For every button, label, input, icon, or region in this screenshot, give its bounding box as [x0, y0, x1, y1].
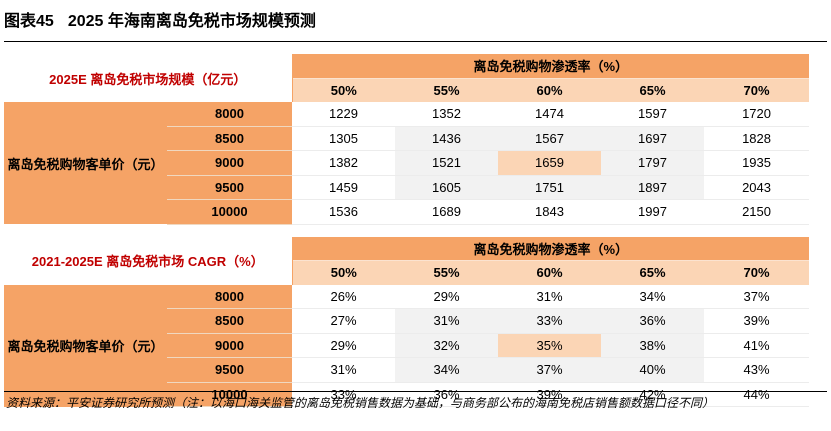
value-cell: 1935	[704, 150, 810, 176]
table-row: 9000 29% 32% 35% 38% 41%	[4, 333, 810, 358]
value-cell: 1659	[498, 150, 602, 176]
price-cell: 8500	[167, 126, 293, 151]
price-cell: 9000	[167, 150, 293, 176]
value-cell: 37%	[498, 357, 602, 383]
value-cell: 36%	[395, 382, 499, 407]
table-row: 8500 1305 1436 1567 1697 1828	[4, 126, 810, 151]
value-cell: 31%	[292, 357, 396, 383]
col-header: 50%	[292, 78, 396, 102]
col-header: 65%	[601, 78, 705, 102]
price-cell: 9500	[167, 175, 293, 200]
value-cell: 1689	[395, 199, 499, 225]
value-cell: 1997	[601, 199, 705, 225]
value-cell: 31%	[498, 284, 602, 309]
section-1-header-row: 2025E 离岛免税市场规模（亿元） 离岛免税购物渗透率（%）	[4, 54, 810, 102]
table-row: 离岛免税购物客单价（元） 8000 1229 1352 1474 1597 1720	[4, 102, 810, 224]
section-2-cols-row: 50% 55% 60% 65% 70%	[4, 260, 810, 285]
value-cell: 1605	[395, 175, 499, 200]
section-1-cols-row: 50% 55% 60% 65% 70%	[4, 78, 810, 102]
value-cell: 1521	[395, 150, 499, 176]
value-cell: 35%	[498, 333, 602, 358]
price-cell: 9000	[167, 333, 293, 358]
value-cell: 34%	[395, 357, 499, 383]
table-row: 9000 1382 1521 1659 1797 1935	[4, 150, 810, 176]
value-cell: 1305	[292, 126, 396, 151]
col-header: 70%	[704, 260, 810, 285]
section-2-penetration-header: 离岛免税购物渗透率（%）	[292, 236, 810, 261]
value-cell: 1567	[498, 126, 602, 151]
col-header: 60%	[498, 260, 602, 285]
source-note: 资料来源：平安证券研究所预测（注：以海口海关监管的离岛免税销售数据为基础，与商务…	[4, 391, 827, 417]
value-cell: 31%	[395, 308, 499, 334]
value-cell: 1536	[292, 199, 396, 225]
value-cell: 27%	[292, 308, 396, 334]
table-row: 10000 1536 1689 1843 1997 2150	[4, 199, 810, 225]
col-header: 70%	[704, 78, 810, 102]
figure-number: 图表45	[4, 13, 54, 30]
value-cell: 2043	[704, 175, 810, 200]
value-cell: 41%	[704, 333, 810, 358]
col-header: 60%	[498, 78, 602, 102]
value-cell: 2150	[704, 199, 810, 225]
value-cell: 38%	[601, 333, 705, 358]
row-group-label: 离岛免税购物客单价（元）	[4, 102, 167, 224]
table-row: 9500 31% 34% 37% 40% 43%	[4, 357, 810, 383]
figure-title-text: 2025 年海南离岛免税市场规模预测	[67, 13, 316, 30]
price-cell: 10000	[167, 382, 293, 407]
forecast-table: 2025E 离岛免税市场规模（亿元） 离岛免税购物渗透率（%） 50% 55% …	[4, 54, 810, 407]
col-header: 55%	[395, 260, 499, 285]
value-cell: 32%	[395, 333, 499, 358]
value-cell: 36%	[601, 308, 705, 334]
row-group-label: 离岛免税购物客单价（元）	[4, 284, 167, 407]
section-2-label: 2021-2025E 离岛免税市场 CAGR（%）	[4, 236, 293, 285]
table-row: 离岛免税购物客单价（元） 8000 26% 29% 31% 34% 37%	[4, 284, 810, 407]
section-2-body: 2021-2025E 离岛免税市场 CAGR（%） 离岛免税购物渗透率（%） 5…	[4, 236, 810, 407]
spacer	[4, 224, 809, 237]
col-header: 50%	[292, 260, 396, 285]
value-cell: 1229	[292, 102, 396, 127]
value-cell: 43%	[704, 357, 810, 383]
col-header: 65%	[601, 260, 705, 285]
value-cell: 1897	[601, 175, 705, 200]
price-cell: 9500	[167, 357, 293, 383]
section-2-header-row: 2021-2025E 离岛免税市场 CAGR（%） 离岛免税购物渗透率（%）	[4, 236, 810, 285]
value-cell: 42%	[601, 382, 705, 407]
value-cell: 1843	[498, 199, 602, 225]
value-cell: 1474	[498, 102, 602, 127]
table-row: 9500 1459 1605 1751 1897 2043	[4, 175, 810, 200]
value-cell: 1436	[395, 126, 499, 151]
table-row: 10000 33% 36% 39% 42% 44%	[4, 382, 810, 407]
value-cell: 1382	[292, 150, 396, 176]
value-cell: 26%	[292, 284, 396, 309]
value-cell: 1720	[704, 102, 810, 127]
value-cell: 37%	[704, 284, 810, 309]
value-cell: 1459	[292, 175, 396, 200]
value-cell: 29%	[395, 284, 499, 309]
value-cell: 1751	[498, 175, 602, 200]
table-row: 8500 27% 31% 33% 36% 39%	[4, 308, 810, 334]
value-cell: 39%	[704, 308, 810, 334]
value-cell: 1828	[704, 126, 810, 151]
value-cell: 34%	[601, 284, 705, 309]
value-cell: 1352	[395, 102, 499, 127]
value-cell: 39%	[498, 382, 602, 407]
value-cell: 40%	[601, 357, 705, 383]
price-cell: 8500	[167, 308, 293, 334]
section-1-body: 2025E 离岛免税市场规模（亿元） 离岛免税购物渗透率（%） 50% 55% …	[4, 54, 810, 225]
value-cell: 29%	[292, 333, 396, 358]
price-cell: 8000	[167, 284, 293, 309]
price-cell: 10000	[167, 199, 293, 225]
section-1-label: 2025E 离岛免税市场规模（亿元）	[4, 54, 293, 102]
value-cell: 33%	[292, 382, 396, 407]
col-header: 55%	[395, 78, 499, 102]
value-cell: 44%	[704, 382, 810, 407]
figure-title: 图表45 2025 年海南离岛免税市场规模预测	[4, 2, 827, 42]
value-cell: 1797	[601, 150, 705, 176]
price-cell: 8000	[167, 102, 293, 127]
value-cell: 1597	[601, 102, 705, 127]
value-cell: 33%	[498, 308, 602, 334]
section-1-penetration-header: 离岛免税购物渗透率（%）	[292, 54, 810, 79]
value-cell: 1697	[601, 126, 705, 151]
